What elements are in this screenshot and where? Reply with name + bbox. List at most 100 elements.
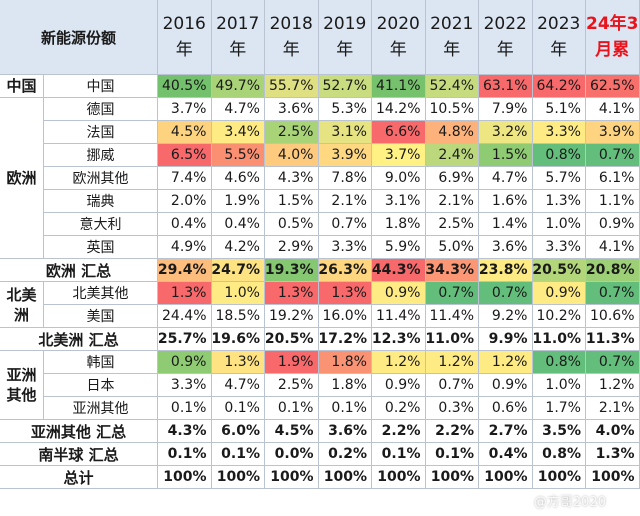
share-cell: 25.7%	[158, 328, 212, 351]
share-cell: 0.9%	[586, 213, 640, 236]
year-header-top: 2018	[269, 14, 313, 34]
share-cell: 2.4%	[425, 144, 479, 167]
country-label: 日本	[44, 374, 158, 397]
year-header: 2017 年	[211, 0, 265, 75]
share-cell: 4.2%	[211, 236, 265, 259]
share-cell: 3.6%	[265, 98, 319, 121]
share-cell: 100%	[265, 466, 319, 489]
year-header-top: 2023	[537, 14, 581, 34]
region-label: 中国	[0, 75, 44, 98]
share-cell: 9.0%	[372, 167, 426, 190]
share-cell: 3.1%	[372, 190, 426, 213]
share-cell: 2.9%	[265, 236, 319, 259]
share-cell: 3.3%	[158, 374, 212, 397]
total-row-label: 北美洲 汇总	[0, 328, 158, 351]
year-header-top: 24年3	[586, 14, 639, 34]
share-cell: 0.7%	[586, 351, 640, 374]
year-header: 2023 年	[532, 0, 586, 75]
share-cell: 100%	[479, 466, 533, 489]
share-cell: 2.5%	[265, 121, 319, 144]
share-cell: 1.6%	[479, 190, 533, 213]
share-cell: 4.9%	[158, 236, 212, 259]
total-row-label: 欧洲 汇总	[0, 259, 158, 282]
share-cell: 41.1%	[372, 75, 426, 98]
share-cell: 40.5%	[158, 75, 212, 98]
share-cell: 6.0%	[211, 420, 265, 443]
share-cell: 4.3%	[265, 167, 319, 190]
share-cell: 11.0%	[425, 328, 479, 351]
year-header-top: 2016	[162, 14, 206, 34]
total-row-label: 总计	[0, 466, 158, 489]
share-cell: 2.2%	[425, 420, 479, 443]
share-cell: 1.3%	[211, 351, 265, 374]
share-cell: 1.3%	[158, 282, 212, 305]
share-cell: 11.4%	[372, 305, 426, 328]
share-cell: 0.7%	[586, 144, 640, 167]
share-cell: 1.2%	[425, 351, 479, 374]
share-cell: 63.1%	[479, 75, 533, 98]
share-cell: 52.7%	[318, 75, 372, 98]
share-cell: 6.1%	[586, 167, 640, 190]
share-cell: 1.0%	[211, 282, 265, 305]
share-cell: 7.9%	[479, 98, 533, 121]
share-cell: 100%	[211, 466, 265, 489]
country-label: 英国	[44, 236, 158, 259]
share-cell: 24.4%	[158, 305, 212, 328]
share-cell: 3.5%	[532, 420, 586, 443]
share-cell: 62.5%	[586, 75, 640, 98]
share-cell: 6.5%	[158, 144, 212, 167]
country-label: 法国	[44, 121, 158, 144]
share-cell: 3.9%	[586, 121, 640, 144]
share-cell: 7.8%	[318, 167, 372, 190]
share-cell: 0.8%	[532, 144, 586, 167]
year-header-top: 2020	[376, 14, 420, 34]
country-label: 德国	[44, 98, 158, 121]
country-label: 挪威	[44, 144, 158, 167]
share-cell: 19.3%	[265, 259, 319, 282]
region-label: 亚洲其他	[0, 351, 44, 420]
share-cell: 1.4%	[479, 213, 533, 236]
share-cell: 100%	[586, 466, 640, 489]
share-cell: 2.5%	[425, 213, 479, 236]
year-header: 2018 年	[265, 0, 319, 75]
share-cell: 11.4%	[425, 305, 479, 328]
share-cell: 12.3%	[372, 328, 426, 351]
region-label: 欧洲	[0, 98, 44, 259]
share-cell: 6.9%	[425, 167, 479, 190]
share-cell: 2.2%	[372, 420, 426, 443]
share-cell: 3.3%	[532, 236, 586, 259]
share-cell: 1.3%	[265, 282, 319, 305]
share-cell: 3.9%	[318, 144, 372, 167]
share-cell: 52.4%	[425, 75, 479, 98]
year-header-bottom: 年	[550, 40, 568, 60]
year-header-top: 2021	[430, 14, 474, 34]
share-cell: 1.3%	[532, 190, 586, 213]
year-header: 2021 年	[425, 0, 479, 75]
share-cell: 0.1%	[211, 397, 265, 420]
share-cell: 3.3%	[318, 236, 372, 259]
share-cell: 1.8%	[318, 351, 372, 374]
share-cell: 14.2%	[372, 98, 426, 121]
share-cell: 19.2%	[265, 305, 319, 328]
share-cell: 55.7%	[265, 75, 319, 98]
total-row-label: 南半球 汇总	[0, 443, 158, 466]
share-cell: 4.5%	[158, 121, 212, 144]
share-cell: 0.2%	[372, 397, 426, 420]
share-cell: 1.0%	[532, 213, 586, 236]
year-header: 2019 年	[318, 0, 372, 75]
share-cell: 100%	[318, 466, 372, 489]
country-label: 韩国	[44, 351, 158, 374]
share-cell: 0.9%	[372, 374, 426, 397]
share-cell: 0.9%	[479, 374, 533, 397]
year-header-bottom: 年	[443, 40, 461, 60]
share-cell: 4.5%	[265, 420, 319, 443]
share-cell: 0.0%	[265, 443, 319, 466]
share-cell: 2.1%	[425, 190, 479, 213]
share-cell: 1.0%	[532, 374, 586, 397]
share-cell: 3.6%	[479, 236, 533, 259]
share-cell: 4.6%	[211, 167, 265, 190]
share-cell: 0.1%	[372, 443, 426, 466]
share-cell: 44.3%	[372, 259, 426, 282]
share-cell: 4.3%	[158, 420, 212, 443]
